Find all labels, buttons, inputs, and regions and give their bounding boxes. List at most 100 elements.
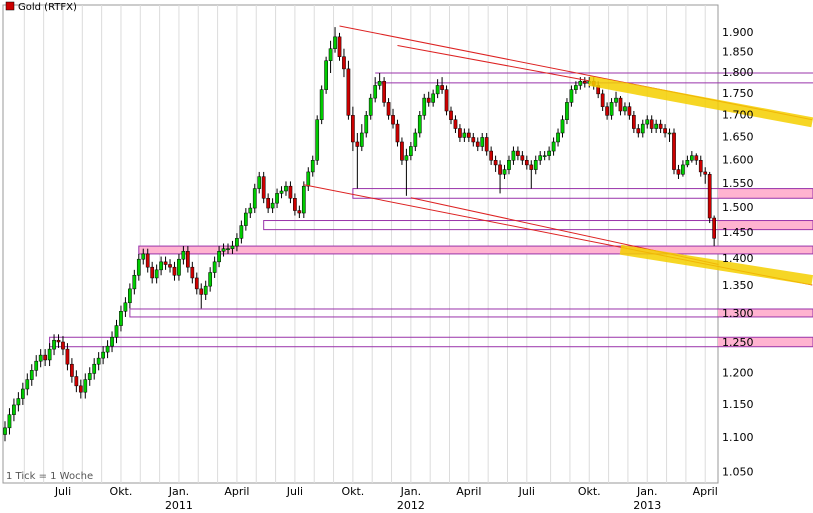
candle-body [676, 169, 681, 175]
y-tick-label: 1.850 [722, 46, 754, 59]
candle-body [502, 169, 507, 175]
candle-body [667, 132, 672, 135]
y-tick-label: 1.150 [722, 398, 754, 411]
candle-body [252, 188, 257, 209]
candle-body [342, 56, 346, 70]
candle-body [453, 119, 458, 129]
x-tick-label: Jan. [400, 485, 421, 498]
candle-body [315, 119, 320, 161]
x-tick-label: Jan. [168, 485, 189, 498]
candle-body [346, 68, 351, 116]
candle-body [640, 123, 645, 134]
candle-body [194, 277, 199, 290]
candle-body [614, 97, 618, 103]
candle-body [560, 119, 565, 134]
candle-body [507, 160, 511, 170]
candle-body [547, 150, 551, 156]
candle-body [163, 261, 168, 265]
legend-swatch [5, 1, 15, 11]
candle-body [141, 253, 146, 260]
candle-body [101, 351, 105, 359]
candle-body [301, 185, 306, 214]
candle-body [61, 341, 65, 350]
candle-body [333, 36, 337, 49]
candle-body [243, 212, 248, 226]
candle-body [377, 81, 382, 86]
x-tick-label: April [456, 485, 481, 498]
candle-body [74, 376, 79, 387]
candle-body [605, 106, 609, 116]
candle-body [65, 348, 70, 365]
candle-body [618, 97, 623, 112]
candle-body [578, 81, 583, 86]
candle-body [310, 160, 315, 173]
candle-body [484, 137, 489, 152]
candle-body [226, 248, 230, 250]
candle-body [150, 266, 155, 279]
candle-body [529, 164, 534, 170]
band [263, 220, 813, 231]
candle-body [351, 115, 355, 143]
y-tick-label: 1.750 [722, 87, 754, 100]
candle-body [386, 102, 391, 116]
x-tick-label: Okt. [110, 485, 133, 498]
band [49, 336, 813, 348]
candle-body [288, 185, 293, 199]
candle-body [569, 89, 574, 103]
candle-body [685, 160, 690, 166]
candle-body [47, 348, 52, 361]
x-tick-label: Juli [518, 485, 535, 498]
y-tick-label: 1.600 [722, 153, 754, 166]
candle-body [462, 132, 467, 138]
candle-body [56, 339, 61, 343]
candle-body [368, 97, 373, 116]
band-fill [718, 188, 813, 199]
candle-body [538, 155, 543, 161]
trend-line [397, 45, 590, 82]
trend-line [619, 244, 813, 286]
candle-body [52, 339, 56, 350]
candle-body [489, 150, 493, 161]
candle-body [297, 210, 302, 214]
candle-body [609, 102, 614, 116]
x-tick-label: Juli [54, 485, 71, 498]
year-label: 2011 [165, 499, 193, 512]
candle-body [110, 337, 114, 347]
candle-body [324, 60, 328, 90]
band-fill [718, 337, 813, 347]
candle-body [498, 164, 502, 175]
candle-body [20, 388, 25, 399]
candle-body [444, 89, 449, 112]
candle-body [449, 110, 453, 120]
band-fill [718, 220, 813, 230]
candle-body [154, 269, 159, 279]
y-tick-label: 1.400 [722, 252, 754, 265]
candle-body [248, 207, 253, 214]
y-tick-label: 1.700 [722, 108, 754, 121]
x-tick-label: April [693, 485, 718, 498]
candle-body [328, 48, 333, 61]
trend-line [588, 75, 813, 128]
legend-label: Gold (RTFX) [18, 2, 77, 13]
candle-body [43, 354, 47, 361]
candle-body [270, 202, 275, 209]
candle-body [337, 36, 342, 57]
band [352, 188, 813, 199]
y-tick-label: 1.550 [722, 177, 754, 190]
candle-body [230, 245, 235, 249]
candle-body [177, 258, 181, 276]
candle-body [279, 190, 284, 194]
candle-body [78, 385, 83, 393]
candle-body [87, 373, 92, 380]
candle-body [306, 171, 311, 187]
candle-body [533, 160, 538, 170]
candle-body [422, 97, 427, 116]
candle-body [382, 81, 386, 103]
candle-body [359, 132, 364, 147]
candle-body [600, 93, 605, 107]
candle-body [565, 102, 569, 120]
candle-body [132, 274, 137, 290]
x-tick-label: Juli [286, 485, 303, 498]
candle-body [627, 106, 632, 116]
